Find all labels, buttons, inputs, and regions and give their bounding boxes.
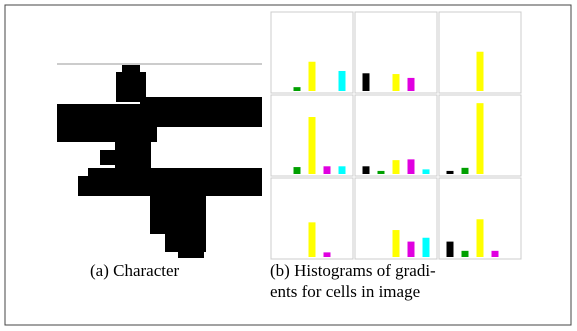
pixel-block <box>122 65 140 73</box>
caption-b-line: (b) Histograms of gradi- <box>270 261 436 280</box>
bar <box>309 62 316 91</box>
caption-a: (a) Character <box>90 261 180 280</box>
bar <box>378 171 385 174</box>
bar <box>423 238 430 257</box>
bar <box>363 166 370 174</box>
figure: (a) Character (b) Histograms of gradi- e… <box>0 0 577 331</box>
bar <box>477 103 484 174</box>
pixel-block <box>88 168 262 196</box>
bar <box>462 251 469 257</box>
bar <box>477 52 484 91</box>
bar <box>339 166 346 174</box>
bar <box>492 251 499 257</box>
bar <box>462 168 469 174</box>
pixel-block <box>165 232 206 252</box>
bar <box>309 117 316 174</box>
bar <box>309 222 316 257</box>
bar <box>339 71 346 91</box>
bar <box>393 74 400 91</box>
bar <box>393 160 400 174</box>
bar <box>408 78 415 91</box>
pixel-block <box>150 194 206 234</box>
pixel-block <box>178 250 204 258</box>
bar <box>363 73 370 91</box>
bar <box>408 242 415 257</box>
bar <box>447 171 454 174</box>
bar <box>477 219 484 257</box>
bar <box>423 169 430 174</box>
caption-b-line: ents for cells in image <box>270 282 420 301</box>
bar <box>294 167 301 174</box>
bar <box>393 230 400 257</box>
bar <box>294 87 301 91</box>
pixel-block <box>140 97 262 127</box>
bar <box>324 166 331 174</box>
bar <box>447 242 454 257</box>
pixel-block <box>100 150 120 165</box>
pixel-block <box>115 126 151 170</box>
bar <box>324 252 331 257</box>
bar <box>408 159 415 174</box>
